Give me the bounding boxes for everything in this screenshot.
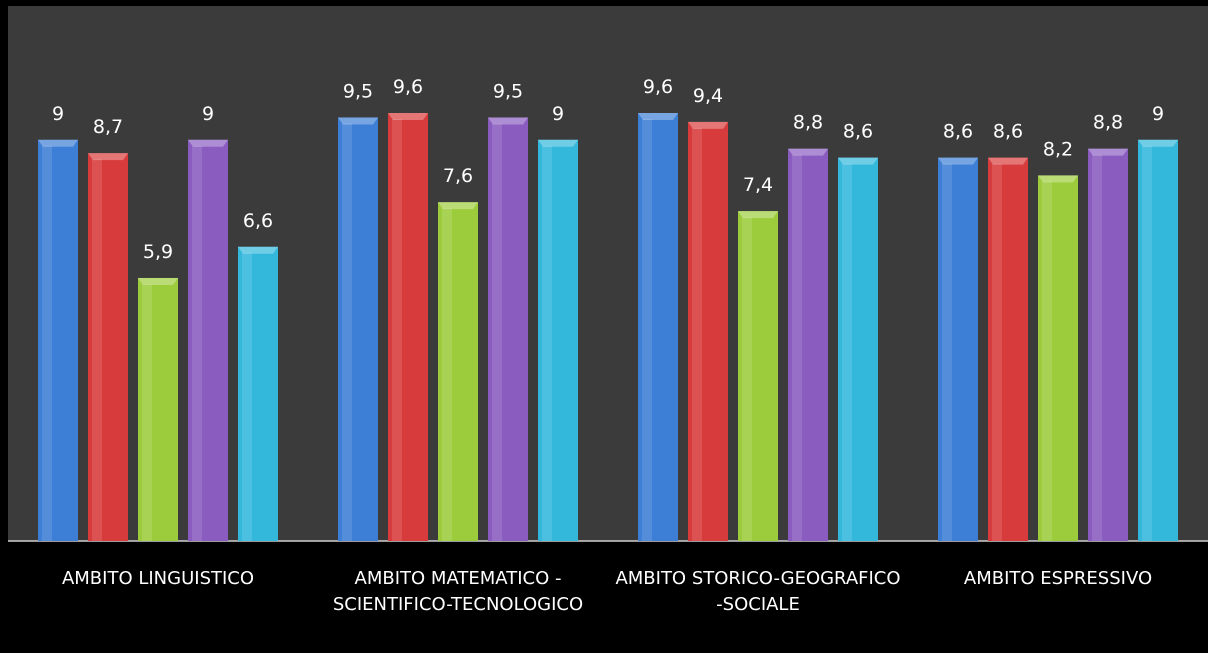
bar-cap bbox=[238, 246, 278, 254]
bar-cap bbox=[488, 117, 528, 125]
bar-cap bbox=[988, 157, 1028, 165]
bar bbox=[238, 246, 278, 541]
bar-cap bbox=[1138, 139, 1178, 147]
bar-highlight bbox=[992, 163, 1002, 542]
bar bbox=[338, 117, 378, 541]
data-label: 5,9 bbox=[143, 241, 173, 263]
data-label: 9 bbox=[52, 103, 64, 125]
bar-highlight bbox=[142, 283, 152, 541]
bar bbox=[138, 277, 178, 541]
bar-highlight bbox=[42, 145, 52, 541]
bar-cap bbox=[38, 139, 78, 147]
data-label: 8,7 bbox=[93, 116, 123, 138]
bar-cap bbox=[388, 113, 428, 120]
x-tick-label: AMBITO STORICO-GEOGRAFICO -SOCIALE bbox=[615, 568, 901, 615]
bar bbox=[1038, 175, 1078, 541]
bar-cap bbox=[1038, 175, 1078, 183]
bar-highlight bbox=[1042, 181, 1052, 541]
bar-cap bbox=[838, 157, 878, 165]
x-tick-label: AMBITO MATEMATICO - SCIENTIFICO-TECNOLOG… bbox=[332, 568, 584, 615]
bar-cap bbox=[938, 157, 978, 165]
bar bbox=[938, 157, 978, 542]
data-label: 9,6 bbox=[393, 76, 423, 98]
bar-highlight bbox=[542, 145, 552, 541]
data-label: 8,8 bbox=[1093, 112, 1123, 134]
bar-highlight bbox=[392, 119, 402, 541]
data-label: 7,4 bbox=[743, 174, 773, 196]
bar-highlight bbox=[642, 119, 652, 541]
bar-highlight bbox=[242, 252, 252, 541]
bar bbox=[788, 148, 828, 541]
data-label: 8,6 bbox=[943, 121, 973, 143]
bar-highlight bbox=[742, 217, 752, 542]
bar-highlight bbox=[942, 163, 952, 542]
bar-cap bbox=[538, 139, 578, 147]
bar bbox=[638, 113, 678, 541]
bar-cap bbox=[138, 277, 178, 285]
bar-cap bbox=[88, 153, 128, 161]
bar-highlight bbox=[92, 159, 102, 541]
bar-cap bbox=[638, 113, 678, 120]
bar-cap bbox=[438, 202, 478, 210]
bar-cap bbox=[338, 117, 378, 125]
data-label: 8,2 bbox=[1043, 138, 1073, 160]
bar bbox=[38, 139, 78, 541]
bar-highlight bbox=[842, 163, 852, 542]
bar-cap bbox=[1088, 148, 1128, 156]
data-label: 9 bbox=[552, 103, 564, 125]
bar bbox=[838, 157, 878, 542]
bar bbox=[538, 139, 578, 541]
bar-cap bbox=[788, 148, 828, 156]
bar-cap bbox=[188, 139, 228, 147]
bar bbox=[1138, 139, 1178, 541]
data-label: 6,6 bbox=[243, 210, 273, 232]
bar bbox=[738, 211, 778, 542]
bar-highlight bbox=[342, 123, 352, 541]
bar-highlight bbox=[192, 145, 202, 541]
bar-highlight bbox=[492, 123, 502, 541]
data-label: 9 bbox=[202, 103, 214, 125]
bar bbox=[688, 121, 728, 542]
data-label: 9,4 bbox=[693, 85, 723, 107]
data-label: 8,8 bbox=[793, 112, 823, 134]
bar-highlight bbox=[792, 154, 802, 541]
data-label: 7,6 bbox=[443, 165, 473, 187]
data-label: 8,6 bbox=[993, 121, 1023, 143]
data-label: 9,5 bbox=[493, 80, 523, 102]
bar-highlight bbox=[442, 208, 452, 541]
bar bbox=[988, 157, 1028, 542]
bar-highlight bbox=[692, 127, 702, 542]
data-label: 9 bbox=[1152, 103, 1164, 125]
bar-highlight bbox=[1142, 145, 1152, 541]
bar bbox=[488, 117, 528, 541]
bar bbox=[388, 113, 428, 541]
data-label: 8,6 bbox=[843, 121, 873, 143]
bar bbox=[188, 139, 228, 541]
bar-cap bbox=[738, 211, 778, 219]
bar-highlight bbox=[1092, 154, 1102, 541]
bar bbox=[88, 153, 128, 541]
bar bbox=[438, 202, 478, 541]
data-label: 9,5 bbox=[343, 80, 373, 102]
x-tick-label: AMBITO LINGUISTICO bbox=[61, 568, 255, 589]
data-label: 9,6 bbox=[643, 76, 673, 98]
bar-cap bbox=[688, 121, 728, 129]
bar bbox=[1088, 148, 1128, 541]
x-tick-label: AMBITO ESPRESSIVO bbox=[963, 568, 1153, 589]
